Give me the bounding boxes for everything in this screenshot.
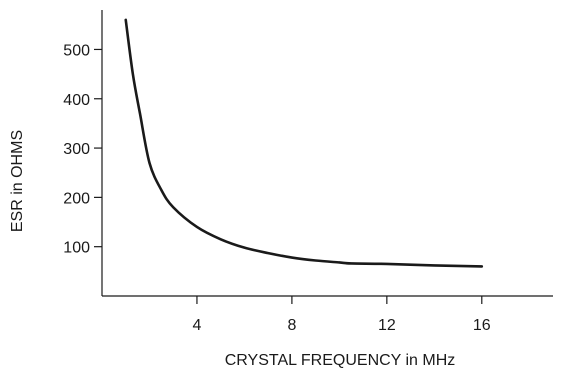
y-tick-label-300: 300 — [63, 141, 90, 158]
series — [124, 18, 484, 268]
y-tick-label-400: 400 — [63, 92, 90, 109]
x-tick-label-8: 8 — [287, 317, 296, 334]
y-axis-label: ESR in OHMS — [9, 130, 26, 232]
x-tick-label-12: 12 — [378, 317, 396, 334]
ticks: 100 200 300 400 500 4 8 12 16 — [63, 42, 490, 334]
axes — [101, 10, 553, 297]
x-axis-label: CRYSTAL FREQUENCY in MHz — [225, 352, 456, 369]
x-tick-label-16: 16 — [473, 317, 491, 334]
x-tick-label-4: 4 — [192, 317, 201, 334]
esr-curve-line — [124, 18, 484, 268]
y-tick-label-200: 200 — [63, 190, 90, 207]
y-tick-label-100: 100 — [63, 240, 90, 257]
y-tick-label-500: 500 — [63, 42, 90, 59]
